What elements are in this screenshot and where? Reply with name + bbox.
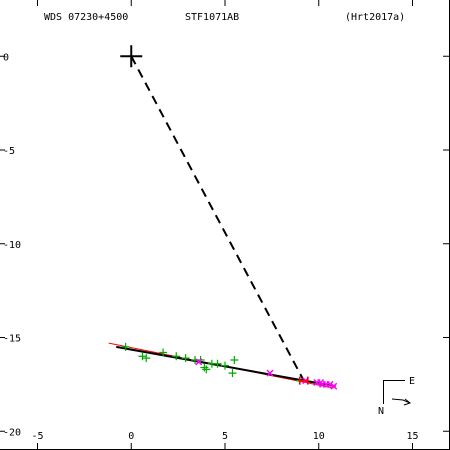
observation-plus-marker [200, 363, 209, 372]
observation-cross-marker [266, 369, 274, 377]
observation-plus-marker [202, 365, 211, 374]
observation-plus-marker [230, 356, 239, 364]
observation-plus-marker [221, 361, 229, 370]
observation-plus-marker [159, 348, 168, 357]
observation-plus-marker [142, 354, 151, 363]
orbit-reference-label: (Hrt2017a) [345, 12, 405, 23]
observation-plus-marker [138, 352, 147, 361]
system-id-label: WDS 07230+4500 [44, 12, 128, 23]
compass-rose: E N [378, 376, 415, 417]
primary-star-marker [120, 45, 143, 68]
x-ticks: -5 0 5 10 15 [31, 0, 419, 450]
x-tick-label: -5 [31, 431, 43, 442]
motion-direction-arrow [391, 398, 411, 404]
y-tick-label: -10 [3, 240, 21, 251]
observation-plus-marker [181, 354, 190, 363]
observation-plus-marker [213, 359, 222, 368]
x-tick-label: 10 [313, 431, 325, 442]
periastron-marker [299, 376, 309, 385]
y-ticks: 0 -5 -10 -15 -20 [0, 52, 450, 438]
y-tick-label: -20 [3, 427, 21, 438]
observation-cross-marker [195, 358, 203, 366]
compass-north-label: N [378, 406, 384, 417]
y-tick-label: -15 [3, 334, 21, 345]
x-tick-label: 15 [406, 431, 418, 442]
observation-plus-marker [228, 369, 237, 378]
observation-plus-marker [121, 342, 130, 351]
y-tick-label: -5 [3, 146, 15, 157]
observation-cross-marker [326, 380, 334, 388]
observation-plus-marker [172, 352, 181, 361]
x-tick-label: 0 [128, 431, 134, 442]
compass-east-label: E [409, 376, 415, 387]
periastron-connector-dashed [130, 55, 305, 382]
observation-cross-marker [330, 382, 338, 390]
plot-marks [108, 45, 338, 390]
x-tick-label: 5 [222, 431, 228, 442]
y-tick-label: 0 [3, 52, 9, 63]
motion-arrow-head [403, 398, 412, 406]
component-id-label: STF1071AB [185, 12, 239, 23]
